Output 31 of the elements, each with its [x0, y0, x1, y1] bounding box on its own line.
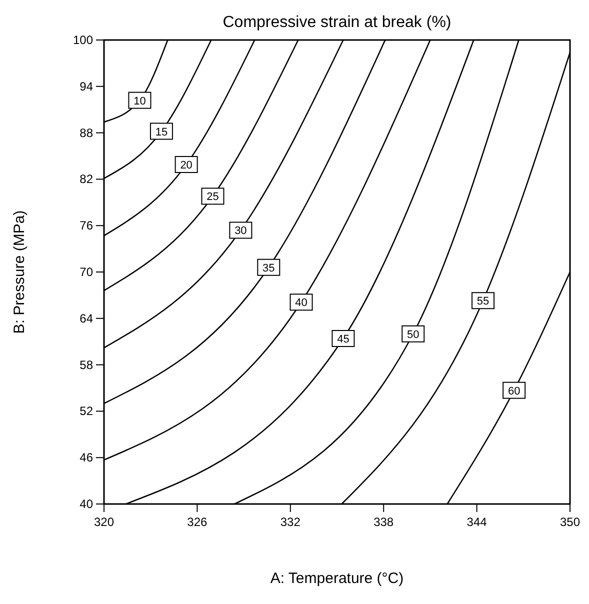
series-label: 50: [406, 328, 420, 341]
y-tick-label: 70: [80, 265, 94, 279]
series-label: 45: [337, 334, 350, 346]
y-tick-label: 82: [80, 172, 94, 186]
x-tick-label: 350: [560, 515, 580, 529]
series-label: 25: [206, 191, 219, 204]
series-label: 60: [508, 385, 520, 398]
series-label: 15: [155, 126, 168, 138]
y-tick-label: 52: [80, 404, 94, 418]
y-tick-label: 58: [80, 358, 94, 372]
series-label: 20: [180, 160, 192, 172]
y-axis-title: B: Pressure (MPa): [11, 210, 28, 334]
x-tick-label: 344: [466, 515, 488, 529]
series-label: 10: [134, 95, 146, 108]
series-label: 35: [262, 262, 275, 274]
y-tick-label: 46: [80, 450, 94, 465]
series-label: 40: [295, 297, 308, 310]
y-tick-label: 40: [80, 497, 94, 511]
x-tick-label: 320: [94, 515, 114, 529]
x-tick-label: 326: [187, 515, 208, 529]
x-axis-title: A: Temperature (°C): [270, 570, 404, 587]
series-label: 30: [234, 225, 247, 238]
y-tick-label: 88: [80, 126, 94, 140]
series-label: 55: [476, 296, 490, 308]
y-tick-label: 76: [80, 218, 94, 233]
y-tick-label: 64: [80, 311, 94, 326]
x-tick-label: 338: [374, 515, 394, 529]
y-tick-label: 100: [72, 33, 94, 47]
y-tick-label: 94: [80, 79, 94, 94]
chart-title: Compressive strain at break (%): [222, 14, 452, 31]
x-tick-label: 332: [280, 515, 301, 529]
